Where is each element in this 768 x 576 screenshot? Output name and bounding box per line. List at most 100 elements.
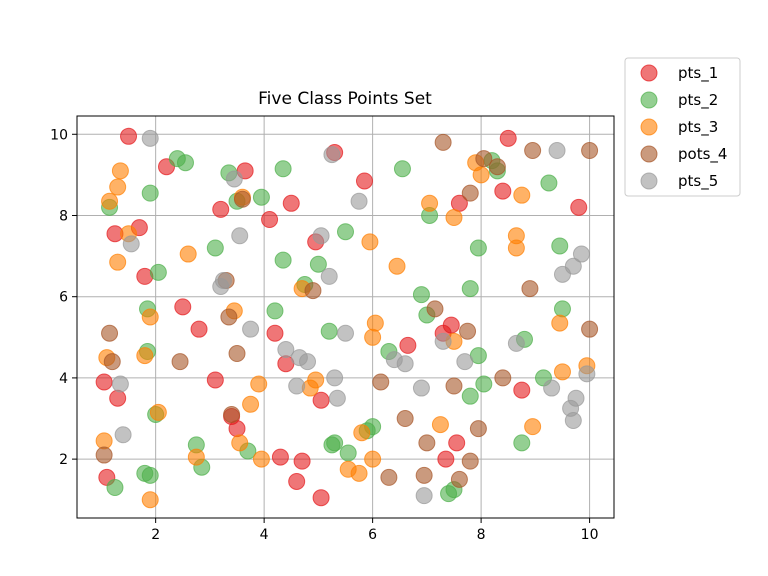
data-point bbox=[475, 150, 493, 168]
x-tick-label: 6 bbox=[368, 527, 377, 543]
legend-marker bbox=[640, 64, 658, 82]
data-point bbox=[136, 347, 154, 365]
data-point bbox=[228, 345, 246, 363]
data-point bbox=[274, 251, 292, 269]
data-point bbox=[266, 302, 284, 320]
data-point bbox=[214, 271, 232, 289]
legend-label: pts_1 bbox=[678, 64, 718, 83]
x-axis-ticks: 2 4 6 8 10 bbox=[151, 518, 599, 543]
data-point bbox=[448, 434, 466, 452]
data-point bbox=[469, 239, 487, 257]
data-point bbox=[372, 373, 390, 391]
data-point bbox=[461, 280, 479, 298]
data-point bbox=[231, 434, 249, 452]
data-point bbox=[141, 466, 159, 484]
data-point bbox=[461, 184, 479, 202]
data-point bbox=[233, 190, 251, 208]
data-point bbox=[141, 308, 159, 326]
data-point bbox=[103, 353, 121, 371]
data-point bbox=[442, 316, 460, 334]
data-point bbox=[437, 450, 455, 468]
data-point bbox=[252, 188, 270, 206]
series-pts_2 bbox=[101, 150, 571, 503]
data-point bbox=[225, 170, 243, 188]
data-point bbox=[513, 381, 531, 399]
data-point bbox=[426, 300, 444, 318]
data-point bbox=[564, 412, 582, 430]
plot-frame bbox=[76, 115, 615, 519]
data-point bbox=[261, 211, 279, 229]
legend-label: pts_2 bbox=[678, 91, 718, 110]
data-point bbox=[553, 363, 571, 381]
data-point bbox=[353, 424, 371, 442]
series-pts_1 bbox=[95, 127, 588, 507]
data-point bbox=[288, 377, 306, 395]
data-point bbox=[274, 160, 292, 178]
data-point bbox=[396, 355, 414, 373]
data-point bbox=[101, 192, 119, 210]
legend-box bbox=[624, 57, 741, 197]
legend: pts_1 pts_2 pts_3 pots_4 pts_5 bbox=[624, 57, 741, 197]
data-point bbox=[293, 452, 311, 470]
data-point bbox=[418, 434, 436, 452]
data-point bbox=[475, 375, 493, 393]
data-point bbox=[312, 489, 330, 507]
data-point bbox=[412, 286, 430, 304]
data-point bbox=[174, 298, 192, 316]
y-tick-label: 4 bbox=[59, 371, 68, 387]
data-point bbox=[399, 336, 417, 354]
legend-marker bbox=[640, 118, 658, 136]
data-point bbox=[521, 280, 539, 298]
data-point bbox=[141, 129, 159, 147]
data-point bbox=[111, 162, 129, 180]
data-point bbox=[570, 198, 588, 216]
data-point bbox=[553, 300, 571, 318]
y-tick-label: 6 bbox=[59, 290, 68, 306]
data-point bbox=[450, 470, 468, 488]
data-point bbox=[312, 391, 330, 409]
data-point bbox=[421, 194, 439, 212]
data-point bbox=[176, 154, 194, 172]
data-point bbox=[299, 353, 317, 371]
data-point bbox=[350, 464, 368, 482]
data-point bbox=[567, 389, 585, 407]
data-point bbox=[581, 142, 599, 160]
data-point bbox=[106, 479, 124, 497]
data-point bbox=[307, 371, 325, 389]
data-point bbox=[141, 491, 159, 509]
data-point bbox=[434, 332, 452, 350]
data-point bbox=[469, 420, 487, 438]
data-point bbox=[149, 403, 167, 421]
data-point bbox=[361, 233, 379, 251]
data-point bbox=[206, 371, 224, 389]
data-point bbox=[114, 426, 132, 444]
data-point bbox=[109, 178, 127, 196]
y-tick-label: 8 bbox=[59, 208, 68, 224]
data-point bbox=[309, 255, 327, 273]
data-point bbox=[223, 405, 241, 423]
data-point bbox=[171, 353, 189, 371]
data-point bbox=[266, 324, 284, 342]
data-point bbox=[364, 450, 382, 468]
data-point bbox=[320, 322, 338, 340]
data-point bbox=[572, 245, 590, 263]
data-point bbox=[339, 444, 357, 462]
data-point bbox=[109, 253, 127, 271]
x-tick-label: 10 bbox=[581, 527, 599, 543]
data-point bbox=[581, 320, 599, 338]
data-point bbox=[434, 133, 452, 151]
data-point bbox=[122, 235, 140, 253]
data-point bbox=[312, 227, 330, 245]
data-point bbox=[578, 365, 596, 383]
data-point bbox=[271, 448, 289, 466]
legend-marker bbox=[640, 172, 658, 190]
data-point bbox=[513, 434, 531, 452]
data-point bbox=[494, 182, 512, 200]
data-point bbox=[456, 353, 474, 371]
data-point bbox=[252, 450, 270, 468]
data-point bbox=[445, 377, 463, 395]
data-point bbox=[393, 160, 411, 178]
data-point bbox=[540, 174, 558, 192]
data-points bbox=[95, 127, 599, 509]
data-point bbox=[206, 239, 224, 257]
